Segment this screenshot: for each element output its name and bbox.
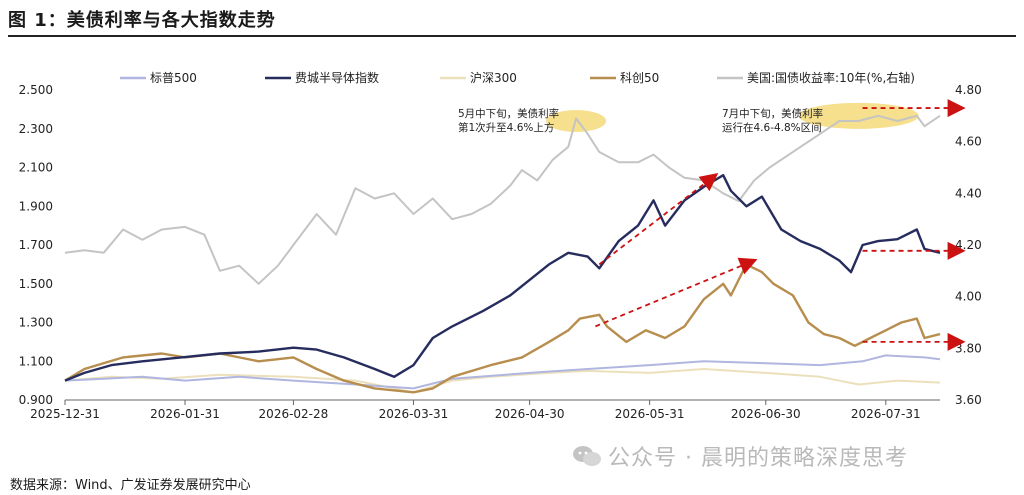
series-line-0 xyxy=(64,354,941,390)
title-rule xyxy=(8,35,1016,37)
x-tick-label: 2026-07-31 xyxy=(851,407,921,421)
trend-arrow xyxy=(598,173,719,266)
x-tick-label: 2025-12-31 xyxy=(30,407,100,421)
watermark: 公众号 · 晨明的策略深度思考 xyxy=(572,440,908,472)
x-tick-label: 2026-03-31 xyxy=(379,407,449,421)
legend-label-0: 标普500 xyxy=(150,71,197,85)
left-tick-label: 0.900 xyxy=(19,393,53,407)
data-source: 数据来源：Wind、广发证券发展研究中心 xyxy=(10,478,251,493)
left-tick-label: 2.300 xyxy=(19,122,53,136)
left-tick-label: 2.100 xyxy=(19,161,53,175)
legend: 标普500 费城半导体指数 沪深300 科创50 美国:国债收益率:10年(%,右轴) xyxy=(120,70,915,85)
legend-label-3: 科创50 xyxy=(620,71,659,85)
right-tick-label: 3.80 xyxy=(955,341,982,355)
x-axis: 2025-12-31 2026-01-31 2026-02-28 2026-03-31… xyxy=(30,399,940,421)
legend-label-1: 费城半导体指数 xyxy=(295,70,379,85)
series-lines xyxy=(64,114,941,394)
left-tick-label: 1.100 xyxy=(19,354,53,368)
right-tick-label: 4.80 xyxy=(955,83,982,97)
series-line-1 xyxy=(64,174,941,382)
chart-canvas: 0.900 1.100 1.300 1.500 1.700 1.900 2.100 2.300… xyxy=(19,70,982,421)
annotation-jul-line2: 运行在4.6-4.8%区间 xyxy=(722,121,822,134)
left-tick-label: 1.900 xyxy=(19,199,53,213)
wechat-icon xyxy=(573,446,601,466)
x-tick-label: 2026-06-30 xyxy=(731,407,801,421)
right-tick-label: 4.40 xyxy=(955,186,982,200)
x-tick-label: 2026-05-31 xyxy=(615,407,685,421)
watermark-text: 公众号 · 晨明的策略深度思考 xyxy=(608,446,908,471)
left-tick-label: 2.500 xyxy=(19,83,53,97)
annotation-may-line1: 5月中下旬，美债利率 xyxy=(458,107,559,120)
left-axis: 0.900 1.100 1.300 1.500 1.700 1.900 2.100 2.300… xyxy=(19,83,53,407)
x-tick-label: 2026-01-31 xyxy=(150,407,220,421)
right-tick-label: 4.20 xyxy=(955,238,982,252)
annotation-may-line2: 第1次升至4.6%上方 xyxy=(458,121,554,134)
figure-title: 图 1：美债利率与各大指数走势 xyxy=(8,10,276,31)
right-axis: 3.60 3.80 4.00 4.20 4.40 4.60 4.80 xyxy=(955,83,982,407)
right-tick-label: 4.60 xyxy=(955,135,982,149)
series-line-3 xyxy=(64,263,941,394)
series-line-2 xyxy=(64,368,941,394)
left-tick-label: 1.300 xyxy=(19,316,53,330)
x-tick-label: 2026-04-30 xyxy=(495,407,565,421)
left-tick-label: 1.700 xyxy=(19,238,53,252)
right-tick-label: 3.60 xyxy=(955,393,982,407)
series-line-4 xyxy=(64,114,941,285)
legend-label-2: 沪深300 xyxy=(470,71,517,85)
x-tick-label: 2026-02-28 xyxy=(259,407,329,421)
right-tick-label: 4.00 xyxy=(955,290,982,304)
highlight-jul xyxy=(798,102,919,129)
trend-arrow xyxy=(595,257,758,328)
legend-label-4: 美国:国债收益率:10年(%,右轴) xyxy=(747,70,915,85)
trend-arrows xyxy=(595,99,966,351)
annotation-jul-line1: 7月中下旬，美债利率 xyxy=(722,107,823,120)
left-tick-label: 1.500 xyxy=(19,277,53,291)
